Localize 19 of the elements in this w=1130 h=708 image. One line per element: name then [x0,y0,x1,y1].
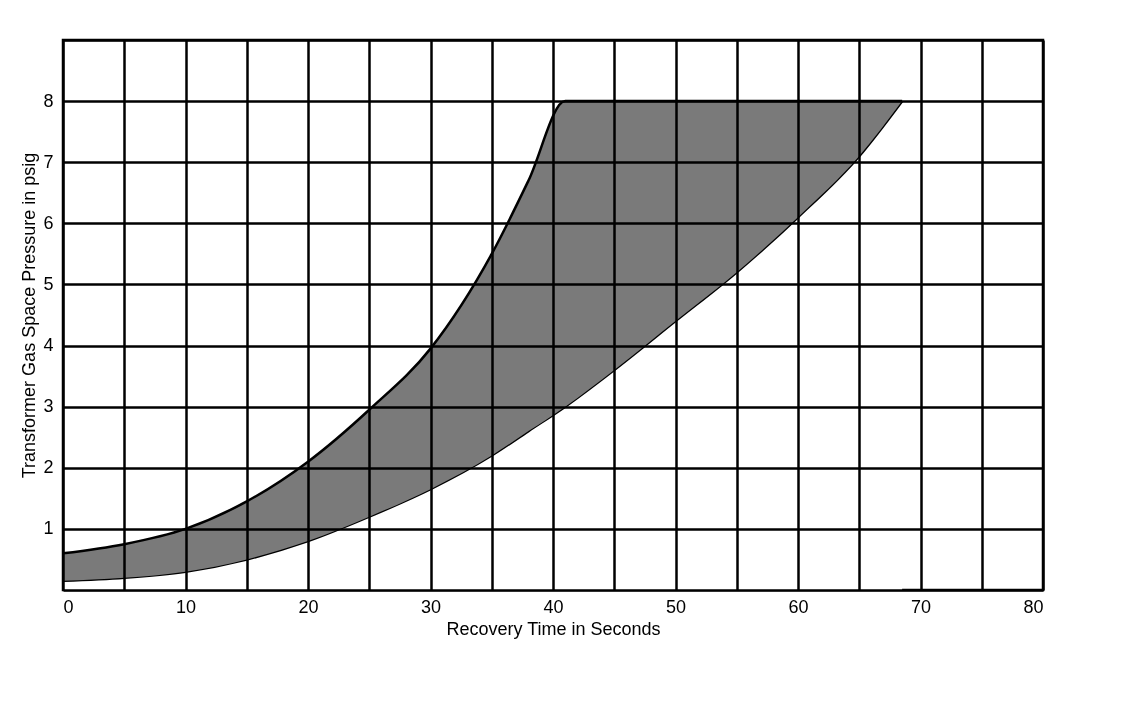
y-tick-label: 3 [43,396,54,417]
y-tick-label: 7 [43,151,54,172]
x-tick-label: 70 [910,596,932,617]
x-tick-label: 20 [298,596,319,617]
y-tick-label: 5 [43,273,54,294]
y-axis-title: Transformer Gas Space Pressure in psig [19,152,40,479]
x-tick-label: 80 [1023,596,1044,617]
y-tick-label: 1 [43,518,54,539]
y-tick-label: 6 [43,212,54,233]
y-tick-label: 8 [43,90,54,111]
x-tick-label: 30 [420,596,442,617]
x-tick-label: 50 [665,596,687,617]
x-tick-label: 10 [175,596,197,617]
x-tick-label: 0 [63,596,74,617]
x-tick-label: 60 [788,596,809,617]
x-axis-title: Recovery Time in Seconds [446,618,661,639]
x-tick-label: 40 [543,596,564,617]
y-tick-label: 4 [43,335,54,356]
y-tick-label: 2 [43,457,54,478]
